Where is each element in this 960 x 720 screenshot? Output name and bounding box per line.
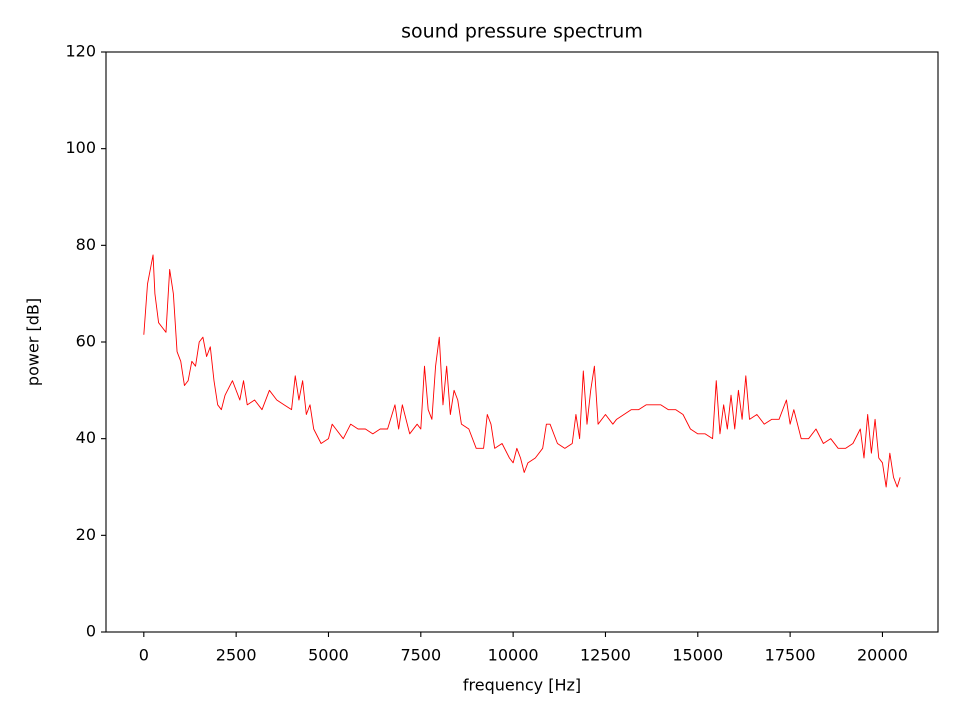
- y-tick-label: 60: [76, 332, 96, 351]
- y-tick-label: 0: [86, 622, 96, 641]
- x-tick-label: 20000: [857, 646, 908, 665]
- y-tick-label: 80: [76, 235, 96, 254]
- y-tick-label: 100: [65, 138, 96, 157]
- x-tick-label: 10000: [488, 646, 539, 665]
- x-tick-label: 5000: [308, 646, 349, 665]
- x-tick-label: 12500: [580, 646, 631, 665]
- spectrum-line: [143, 254, 901, 488]
- x-tick-label: 0: [139, 646, 149, 665]
- y-tick-label: 20: [76, 525, 96, 544]
- y-tick-label: 120: [65, 42, 96, 61]
- x-tick-label: 15000: [672, 646, 723, 665]
- x-tick-label: 7500: [400, 646, 441, 665]
- chart-title: sound pressure spectrum: [401, 21, 643, 43]
- x-tick-label: 17500: [765, 646, 816, 665]
- x-axis-label: frequency [Hz]: [463, 676, 581, 695]
- x-tick-label: 2500: [216, 646, 257, 665]
- y-axis-label: power [dB]: [24, 298, 43, 386]
- y-tick-label: 40: [76, 428, 96, 447]
- axes-frame: [105, 51, 939, 633]
